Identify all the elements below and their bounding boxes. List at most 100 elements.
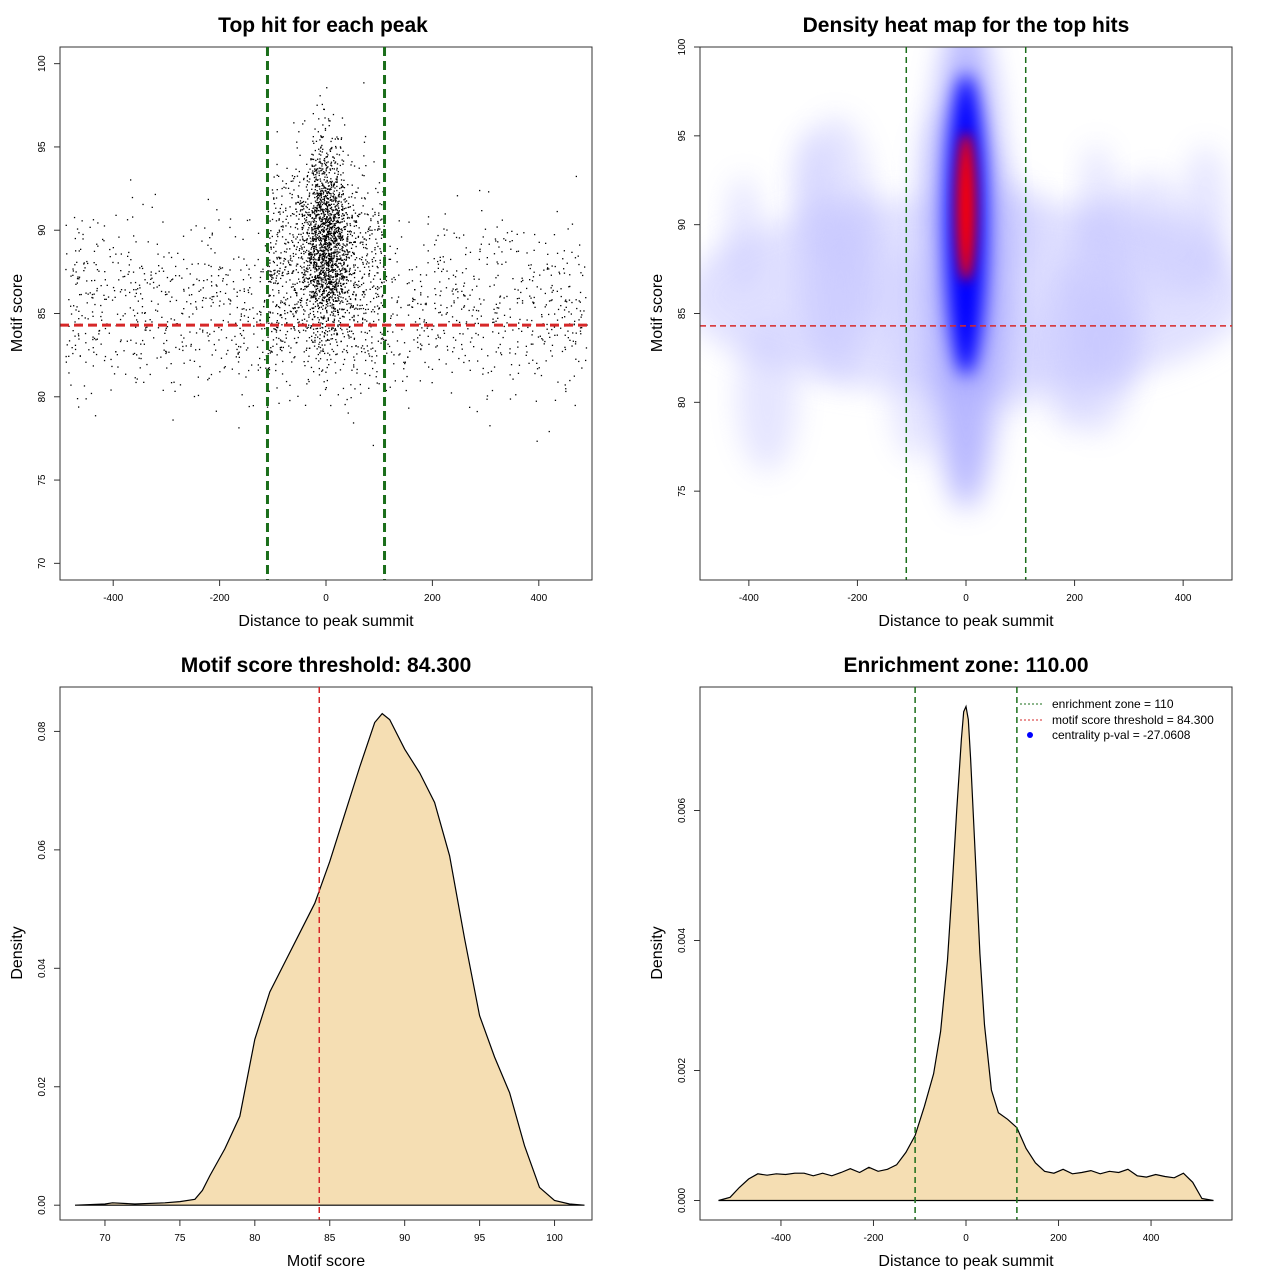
- scatter-point: [574, 404, 576, 407]
- scatter-point: [279, 207, 281, 210]
- scatter-point: [338, 200, 340, 202]
- scatter-point: [311, 210, 313, 212]
- scatter-point: [312, 284, 314, 286]
- scatter-point: [443, 261, 445, 263]
- scatter-point: [334, 270, 337, 272]
- scatter-point: [330, 183, 332, 185]
- scatter-point: [190, 343, 192, 346]
- scatter-point: [314, 149, 316, 152]
- scatter-point: [157, 253, 159, 255]
- scatter-point: [314, 168, 316, 170]
- scatter-point: [357, 187, 359, 189]
- scatter-point: [469, 251, 472, 253]
- scatter-point: [347, 202, 350, 205]
- scatter-point: [325, 329, 327, 332]
- scatter-point: [309, 261, 311, 263]
- scatter-point: [346, 237, 348, 239]
- scatter-point: [253, 325, 255, 327]
- scatter-point: [376, 265, 378, 268]
- scatter-point: [318, 257, 320, 260]
- scatter-point: [379, 228, 381, 230]
- scatter-point: [351, 316, 353, 319]
- scatter-point: [220, 267, 222, 270]
- score-density-y-axis: 0.000.020.040.060.08: [37, 721, 61, 1215]
- scatter-point: [317, 331, 319, 333]
- scatter-point: [325, 187, 327, 189]
- scatter-point: [74, 335, 76, 337]
- scatter-point: [568, 299, 571, 301]
- scatter-point: [322, 222, 325, 224]
- scatter-point: [305, 349, 307, 351]
- scatter-point: [299, 239, 301, 241]
- scatter-point: [338, 236, 340, 238]
- scatter-point: [275, 305, 277, 308]
- scatter-point: [318, 239, 320, 241]
- scatter-point: [302, 123, 304, 125]
- scatter-point: [197, 376, 199, 378]
- scatter-point: [445, 287, 448, 289]
- scatter-point: [580, 333, 582, 335]
- scatter-point: [476, 318, 478, 320]
- scatter-point: [585, 359, 587, 362]
- scatter-point: [310, 366, 313, 369]
- scatter-point: [307, 278, 309, 280]
- scatter-point: [319, 271, 322, 273]
- scatter-point: [299, 281, 301, 283]
- scatter-point: [83, 385, 86, 387]
- scatter-point: [311, 253, 313, 255]
- scatter-point: [517, 346, 519, 348]
- scatter-point: [335, 237, 337, 240]
- scatter-point: [330, 193, 332, 195]
- scatter-point: [310, 269, 312, 271]
- scatter-point: [310, 248, 312, 250]
- scatter-point: [323, 249, 325, 252]
- scatter-point: [323, 300, 325, 302]
- scatter-point: [322, 229, 325, 231]
- scatter-point: [324, 255, 326, 257]
- scatter-point: [315, 246, 317, 248]
- scatter-point: [321, 103, 323, 106]
- scatter-point: [313, 296, 315, 298]
- scatter-point: [313, 262, 316, 264]
- scatter-point: [319, 247, 321, 249]
- scatter-point: [316, 190, 318, 192]
- scatter-point: [362, 241, 364, 243]
- scatter-point: [424, 361, 426, 364]
- scatter-point: [316, 205, 318, 207]
- scatter-point: [323, 258, 325, 260]
- scatter-point: [175, 346, 177, 349]
- scatter-point: [301, 256, 303, 258]
- scatter-point: [324, 247, 326, 249]
- scatter-point: [273, 176, 275, 178]
- scatter-point: [357, 314, 359, 317]
- scatter-point: [318, 360, 320, 362]
- scatter-point: [119, 318, 122, 321]
- scatter-point: [315, 140, 318, 142]
- scatter-point: [221, 267, 224, 269]
- scatter-point: [153, 337, 155, 339]
- scatter-point: [378, 225, 380, 228]
- scatter-point: [343, 199, 345, 201]
- scatter-point: [409, 350, 411, 352]
- scatter-point: [180, 334, 182, 336]
- scatter-point: [350, 306, 352, 308]
- scatter-point: [331, 267, 334, 269]
- scatter-point: [337, 251, 339, 253]
- scatter-point: [334, 224, 336, 227]
- scatter-point: [339, 233, 341, 235]
- scatter-point: [366, 255, 368, 257]
- scatter-point: [240, 315, 242, 317]
- scatter-point: [343, 208, 345, 210]
- scatter-point: [175, 265, 177, 268]
- scatter-point: [556, 210, 558, 213]
- scatter-point: [336, 185, 338, 188]
- scatter-point: [486, 398, 488, 400]
- scatter-point: [373, 320, 375, 323]
- scatter-point: [571, 301, 573, 304]
- scatter-point: [361, 294, 363, 296]
- scatter-point: [336, 239, 338, 241]
- scatter-point: [301, 272, 303, 274]
- scatter-point: [323, 297, 325, 299]
- scatter-point: [290, 257, 292, 259]
- scatter-point: [130, 339, 132, 341]
